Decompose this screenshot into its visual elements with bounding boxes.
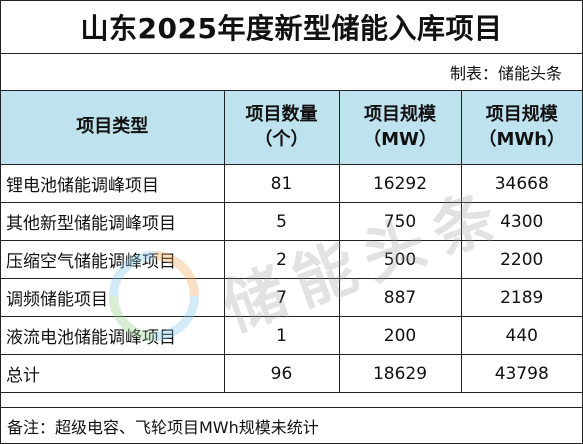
row-mw: 887 xyxy=(338,278,462,317)
header-count: 项目数量 （个） xyxy=(223,91,340,165)
header-mw-text: 项目规模 （MW） xyxy=(363,104,437,150)
header-mw: 项目规模 （MW） xyxy=(338,91,462,165)
table-row: 压缩空气储能调峰项目 2 500 2200 xyxy=(1,240,582,279)
row-type: 调频储能项目 xyxy=(1,278,225,317)
row-type: 锂电池储能调峰项目 xyxy=(1,164,225,203)
row-mwh: 2200 xyxy=(460,240,582,279)
total-count: 96 xyxy=(223,354,340,393)
row-mw: 16292 xyxy=(338,164,462,203)
table-row: 锂电池储能调峰项目 81 16292 34668 xyxy=(1,164,582,203)
total-row: 总计 96 18629 43798 xyxy=(1,354,582,393)
header-count-text: 项目数量 （个） xyxy=(245,104,318,150)
row-mwh: 34668 xyxy=(460,164,582,203)
row-type: 液流电池储能调峰项目 xyxy=(1,316,225,355)
table-source: 制表：储能头条 xyxy=(1,54,582,91)
row-type: 压缩空气储能调峰项目 xyxy=(1,240,225,279)
header-mwh-text: 项目规模 （MWh） xyxy=(478,104,566,150)
table-row: 液流电池储能调峰项目 1 200 440 xyxy=(1,316,582,355)
page-title: 山东2025年度新型储能入库项目 xyxy=(1,1,582,54)
table-source-text: 制表：储能头条 xyxy=(449,64,562,83)
total-mwh: 43798 xyxy=(460,354,582,393)
total-mw: 18629 xyxy=(338,354,462,393)
row-count: 2 xyxy=(223,240,340,279)
table-row: 调频储能项目 7 887 2189 xyxy=(1,278,582,317)
row-mwh: 4300 xyxy=(460,202,582,241)
header-mwh: 项目规模 （MWh） xyxy=(460,91,582,165)
table-row: 其他新型储能调峰项目 5 750 4300 xyxy=(1,202,582,241)
row-count: 7 xyxy=(223,278,340,317)
row-count: 81 xyxy=(223,164,340,203)
row-mw: 500 xyxy=(338,240,462,279)
header-type: 项目类型 xyxy=(1,91,225,165)
row-count: 5 xyxy=(223,202,340,241)
table-note-text: 备注：超级电容、飞轮项目MWh规模未统计 xyxy=(7,418,319,437)
row-type: 其他新型储能调峰项目 xyxy=(1,202,225,241)
row-mw: 200 xyxy=(338,316,462,355)
row-mwh: 2189 xyxy=(460,278,582,317)
header-row: 项目类型 项目数量 （个） 项目规模 （MW） 项目规模 （MWh） xyxy=(1,91,582,165)
table-note: 备注：超级电容、飞轮项目MWh规模未统计 xyxy=(1,407,582,444)
row-mw: 750 xyxy=(338,202,462,241)
row-count: 1 xyxy=(223,316,340,355)
project-table: 项目类型 项目数量 （个） 项目规模 （MW） 项目规模 （MWh） 锂电池储能… xyxy=(1,91,582,393)
total-label: 总计 xyxy=(1,354,225,393)
row-mwh: 440 xyxy=(460,316,582,355)
